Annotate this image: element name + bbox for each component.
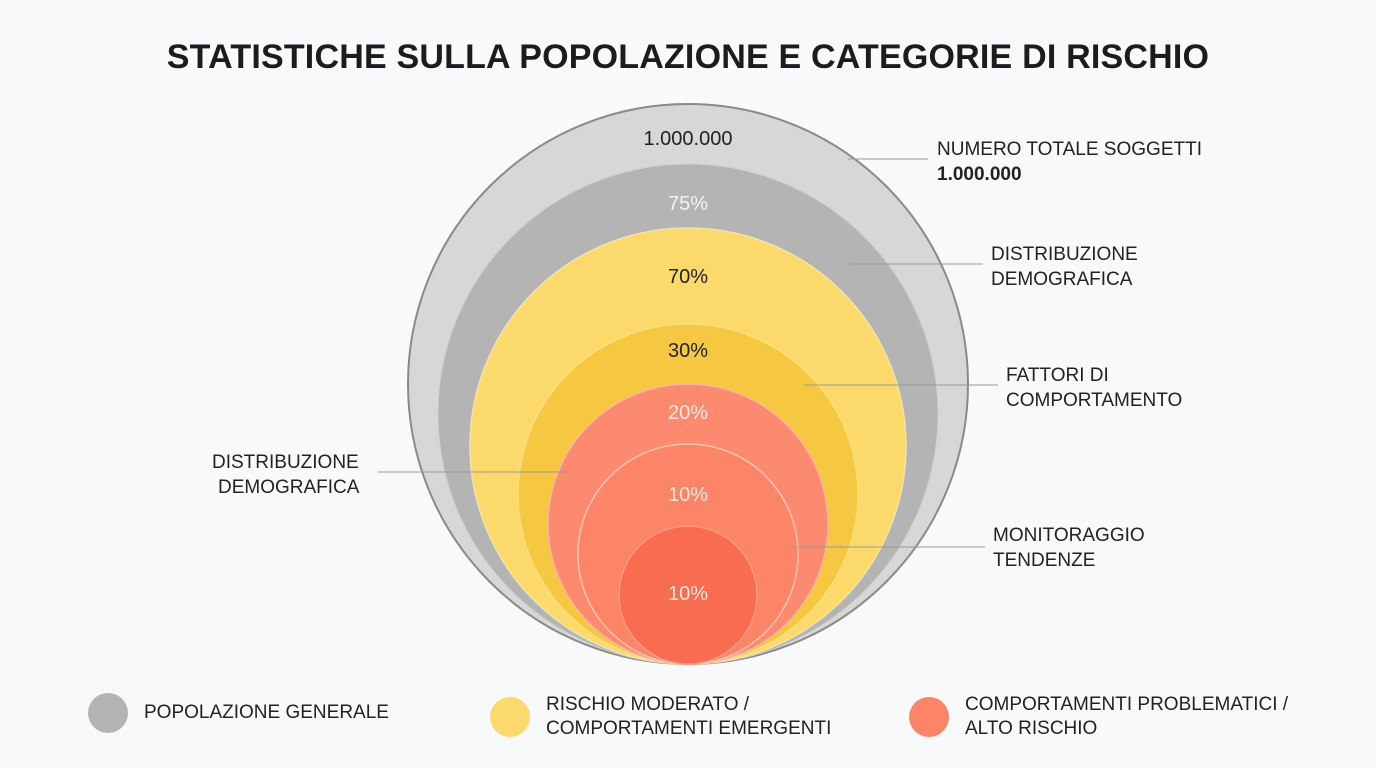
ring-label-30: 30% xyxy=(668,340,708,362)
callout-demographic-right-line2: DEMOGRAFICA xyxy=(991,269,1133,290)
callout-demographic-left-line2: DEMOGRAFICA xyxy=(218,477,360,498)
callout-behaviour-line2: COMPORTAMENTO xyxy=(1006,390,1183,411)
callout-demographic-right-line1: DISTRIBUZIONE xyxy=(991,244,1138,265)
legend-label-high-risk: COMPORTAMENTI PROBLEMATICI / ALTO RISCHI… xyxy=(965,694,1289,739)
legend-label-general-population: POPOLAZIONE GENERALE xyxy=(144,702,389,723)
callout-behaviour-line1: FATTORI DI xyxy=(1006,365,1109,386)
ring-10-b xyxy=(618,525,758,665)
legend-item-moderate-risk: RISCHIO MODERATO / COMPORTAMENTI EMERGEN… xyxy=(490,693,856,741)
legend-label-moderate-risk: RISCHIO MODERATO / COMPORTAMENTI EMERGEN… xyxy=(546,694,832,739)
legend-item-high-risk: COMPORTAMENTI PROBLEMATICI / ALTO RISCHI… xyxy=(909,693,1335,741)
callout-demographic-right: DISTRIBUZIONE DEMOGRAFICA xyxy=(991,242,1138,292)
legend-item-general-population: POPOLAZIONE GENERALE xyxy=(88,693,389,733)
ring-label-10-a: 10% xyxy=(668,484,708,506)
ring-label-total: 1.000.000 xyxy=(644,128,733,150)
callout-demographic-left-line1: DISTRIBUZIONE xyxy=(212,452,359,473)
legend-swatch-gray xyxy=(88,693,128,733)
callout-total-value: 1.000.000 xyxy=(937,164,1022,185)
callout-behaviour: FATTORI DI COMPORTAMENTO xyxy=(1006,363,1182,413)
ring-label-20: 20% xyxy=(668,402,708,424)
legend-swatch-yellow xyxy=(490,697,530,737)
ring-label-10-b: 10% xyxy=(668,583,708,605)
legend-swatch-red xyxy=(909,697,949,737)
callout-demographic-left: DISTRIBUZIONE DEMOGRAFICA xyxy=(212,450,359,500)
ring-label-70: 70% xyxy=(668,266,708,288)
ring-label-75: 75% xyxy=(668,193,708,215)
callout-trends-line2: TENDENZE xyxy=(993,550,1096,571)
callout-trends-line1: MONITORAGGIO xyxy=(993,525,1145,546)
callout-total: NUMERO TOTALE SOGGETTI 1.000.000 xyxy=(937,137,1202,187)
callout-total-label: NUMERO TOTALE SOGGETTI xyxy=(937,139,1202,160)
page-title: STATISTICHE SULLA POPOLAZIONE E CATEGORI… xyxy=(166,38,1210,76)
callout-trends: MONITORAGGIO TENDENZE xyxy=(993,523,1145,573)
